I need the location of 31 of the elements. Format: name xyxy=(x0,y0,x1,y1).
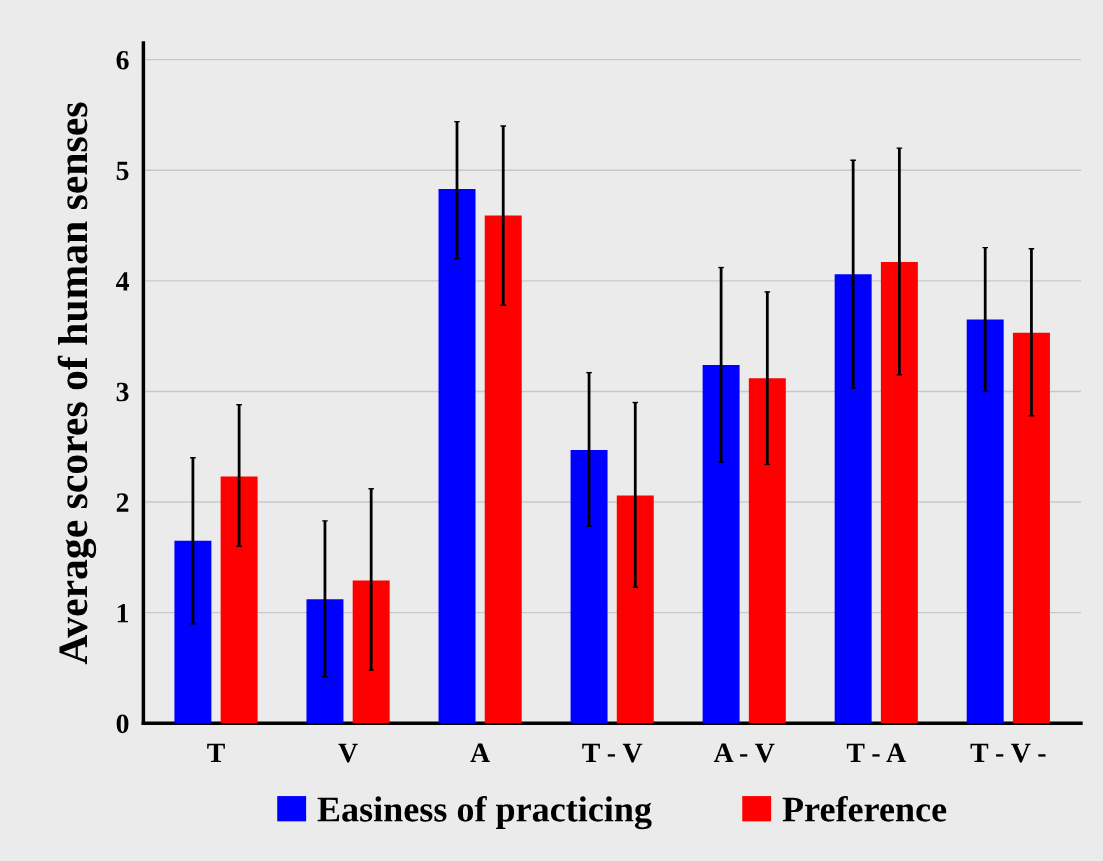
x-tick-label: V xyxy=(338,743,358,763)
x-tick-label: A - V xyxy=(713,743,775,763)
y-tick-label: 3 xyxy=(116,382,129,402)
bar xyxy=(438,189,476,724)
y-tick-label: 6 xyxy=(116,50,129,70)
bar xyxy=(306,599,344,724)
bar xyxy=(352,580,390,724)
x-tick-label: A xyxy=(470,743,490,762)
x-tick-label: T - V - xyxy=(970,743,1046,763)
x-tick-label: T xyxy=(207,743,225,762)
bar xyxy=(748,378,786,724)
y-tick-label: 1 xyxy=(117,603,129,623)
x-tick-label: T - A xyxy=(846,743,906,762)
y-tick-label: 2 xyxy=(116,493,129,512)
bar xyxy=(570,450,608,724)
y-tick-label: 0 xyxy=(116,714,129,734)
y-axis-title: Average scores of human senses xyxy=(57,102,97,665)
bar xyxy=(702,364,740,724)
legend-label: Preference xyxy=(782,795,947,822)
y-tick-label: 5 xyxy=(116,161,129,181)
bar xyxy=(484,215,522,724)
x-tick-label: T - V xyxy=(582,743,643,763)
bar xyxy=(1012,332,1050,724)
bar xyxy=(220,476,258,724)
bar xyxy=(616,495,654,724)
bar xyxy=(880,262,918,724)
bar xyxy=(174,540,212,724)
bar xyxy=(834,274,872,724)
legend-label: Easiness of practicing xyxy=(317,795,652,830)
bar xyxy=(966,319,1004,724)
y-tick-label: 4 xyxy=(115,272,129,291)
